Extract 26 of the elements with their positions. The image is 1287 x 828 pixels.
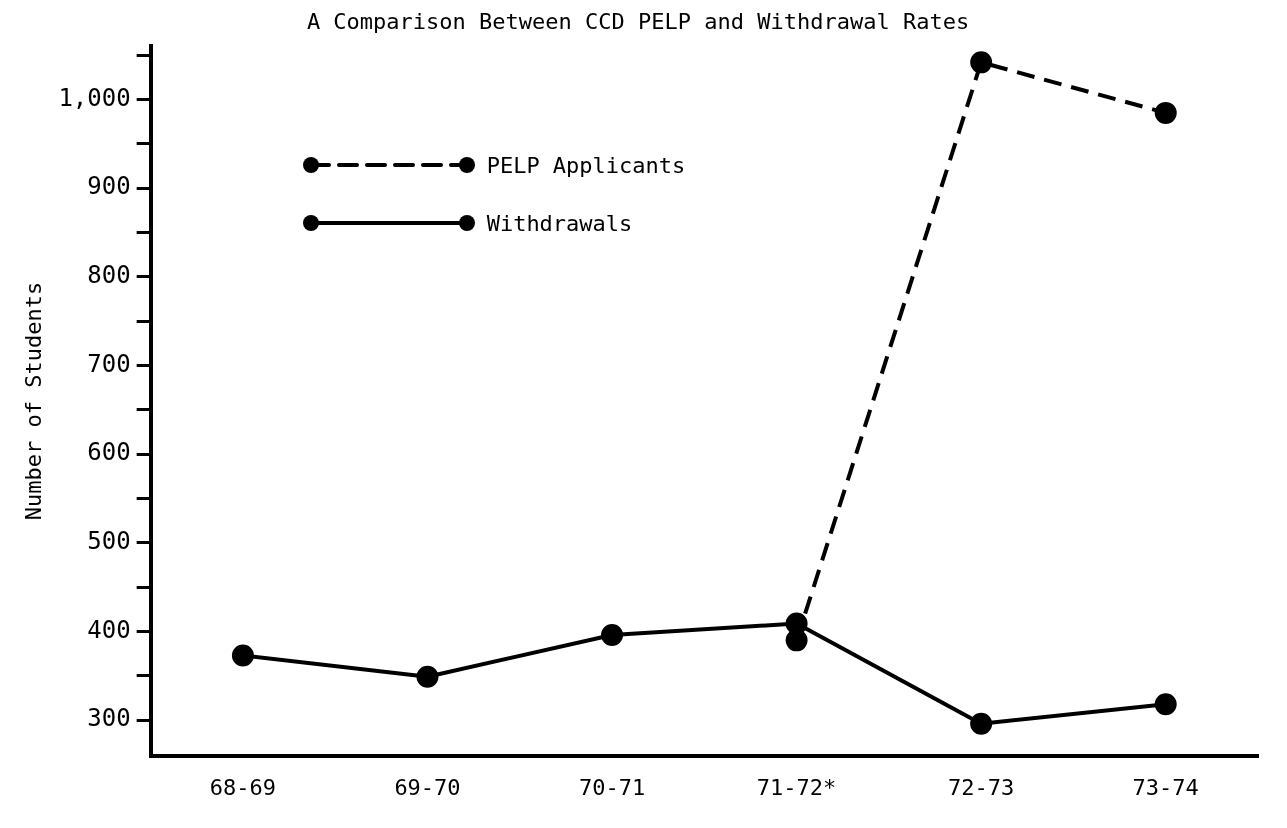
y-tick-label: 500 (87, 527, 131, 556)
y-axis-title: Number of Students (20, 281, 46, 521)
point (970, 712, 993, 735)
legend-label: Withdrawals (486, 210, 633, 236)
y-tick-label: 400 (87, 615, 131, 644)
y-tick-label: 700 (87, 349, 131, 378)
x-tick-label: 69-70 (394, 774, 461, 800)
x-tick-label: 68-69 (209, 774, 277, 800)
point (970, 51, 993, 74)
y-tick-label: 900 (87, 172, 131, 201)
point (1154, 693, 1177, 716)
point (416, 665, 439, 688)
x-tick-label: 70-71 (578, 774, 646, 800)
chart-title: A Comparison Between CCD PELP and Withdrawal Rates (306, 8, 970, 34)
y-tick-label: 600 (87, 438, 131, 467)
x-tick-label: 71-72* (756, 774, 837, 800)
legend-label: PELP Applicants (486, 152, 686, 178)
point (1154, 101, 1177, 124)
x-tick-label: 72-73 (948, 774, 1015, 800)
y-tick-label: 300 (87, 704, 131, 733)
point (785, 629, 808, 652)
point (231, 644, 254, 667)
point (601, 624, 624, 647)
y-tick-label: 1,000 (58, 83, 131, 112)
x-tick-label: 73-74 (1132, 774, 1199, 800)
y-tick-label: 800 (87, 261, 131, 290)
